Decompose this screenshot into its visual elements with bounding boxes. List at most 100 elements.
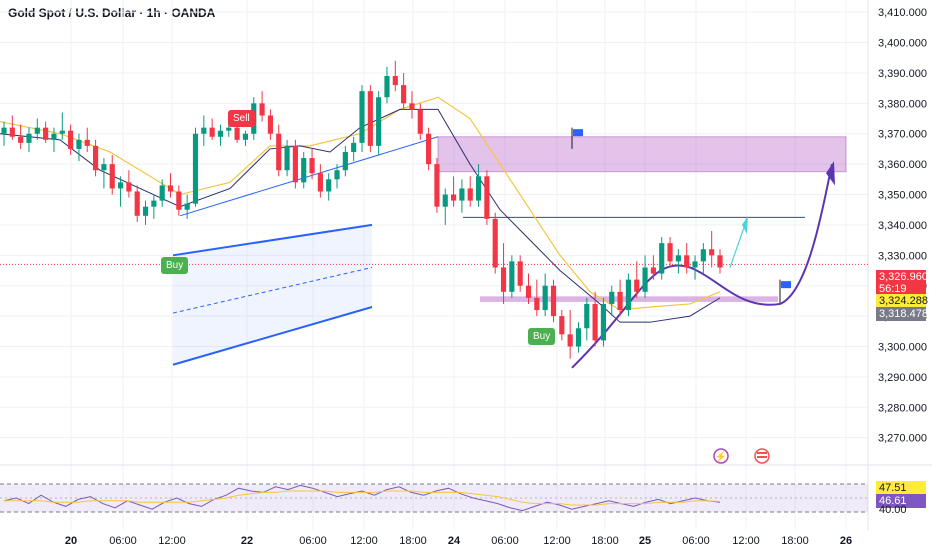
candle-body [93,145,99,171]
y-tick-label: 3,410.000 [878,7,927,19]
y-tick-label: 3,270.000 [878,433,927,445]
supply-zone [437,136,847,173]
x-tick-label: 12:00 [543,535,571,547]
target-arrow [729,221,747,268]
candle-body [392,75,398,86]
candle-body [226,127,232,131]
bar-countdown: 56:19 [876,282,926,296]
rsi-level-label: 40.00 [879,504,907,516]
candle-body [634,279,640,292]
candle-body [309,158,315,174]
candle-body [84,139,90,146]
time-axis-bg [0,530,932,550]
candle-body [142,206,149,216]
candle-body [709,249,715,256]
projection-arrowhead [826,161,835,186]
x-tick-label: 22 [241,535,253,547]
candle-body [600,303,607,341]
candle-body [351,142,357,152]
x-tick-label: 12:00 [350,535,378,547]
candle-body [650,267,656,274]
y-tick-label: 3,380.000 [878,98,927,110]
candles-layer: ⚡ [1,60,770,464]
candle-body [475,176,482,201]
y-tick-label: 3,390.000 [878,68,927,80]
channel-mid [172,266,373,314]
x-tick-label: 06:00 [299,535,327,547]
candle-body [592,303,598,341]
candle-body [442,194,448,207]
x-tick-label: 18:00 [399,535,427,547]
candle-body [417,109,423,134]
candle-body [134,191,140,216]
candle-body [292,145,298,183]
candle-body [426,133,432,165]
candle-body [359,91,365,143]
candle-body [109,164,115,189]
x-tick-label: 18:00 [781,535,809,547]
candle-body [717,255,723,268]
candle-body [334,170,340,180]
candle-body [384,75,390,98]
candle-body [34,127,40,134]
candle-body [184,203,190,210]
candle-body [459,188,465,201]
x-tick-label: 18:00 [591,535,619,547]
rsi-ma-line [4,490,721,506]
y-tick-label: 3,350.000 [878,190,927,202]
rsi-pane [0,483,868,513]
candle-body [559,316,565,335]
candle-body [234,127,240,140]
rsi-value-badge: 46.61 [876,494,926,508]
candle-body [43,127,49,140]
candle-body [1,127,7,134]
x-tick-label: 20 [65,535,77,547]
ma-navy-line [0,108,721,323]
candle-body [301,158,307,183]
candle-body [584,303,590,329]
x-tick-label: 25 [639,535,651,547]
candle-body [267,115,273,134]
candle-body [667,243,673,262]
trendline [179,136,439,217]
candle-body [76,139,82,149]
x-tick-label: 12:00 [158,535,186,547]
lightning-icon: ⚡ [715,450,727,463]
sell-signal-badge: Sell [228,110,255,127]
y-tick-label: 3,370.000 [878,129,927,141]
candle-body [684,255,690,268]
candle-body [525,285,532,298]
candle-body [117,182,124,189]
candle-body [617,291,623,311]
target-arrowhead [742,215,748,235]
y-tick-label: 3,300.000 [878,342,927,354]
channel-lower [172,306,373,366]
candle-body [367,91,373,146]
candle-body [159,185,165,201]
buy-signal-badge: Buy [528,328,556,345]
candle-body [700,249,706,262]
candle-body [326,179,332,192]
chart-background [0,0,932,530]
event-icon [713,448,729,464]
y-tick-label: 3,290.000 [878,372,927,384]
candle-body [26,133,32,143]
candle-body [68,130,74,149]
candle-body [401,85,407,104]
rsi-ma-badge: 47.51 [876,481,926,495]
candle-body [51,133,57,140]
candle-body [126,182,132,192]
candle-body [217,130,224,137]
flag-stripe [757,452,767,454]
candle-body [167,185,174,192]
candle-body [467,188,473,201]
candle-body [242,133,249,140]
ma-yellow-line [0,96,721,311]
y-tick-label: 3,330.000 [878,250,927,262]
candle-body [192,133,199,204]
candle-body [342,151,348,171]
candle-body [567,334,573,347]
x-tick-label: 26 [840,535,852,547]
x-tick-label: 12:00 [732,535,760,547]
